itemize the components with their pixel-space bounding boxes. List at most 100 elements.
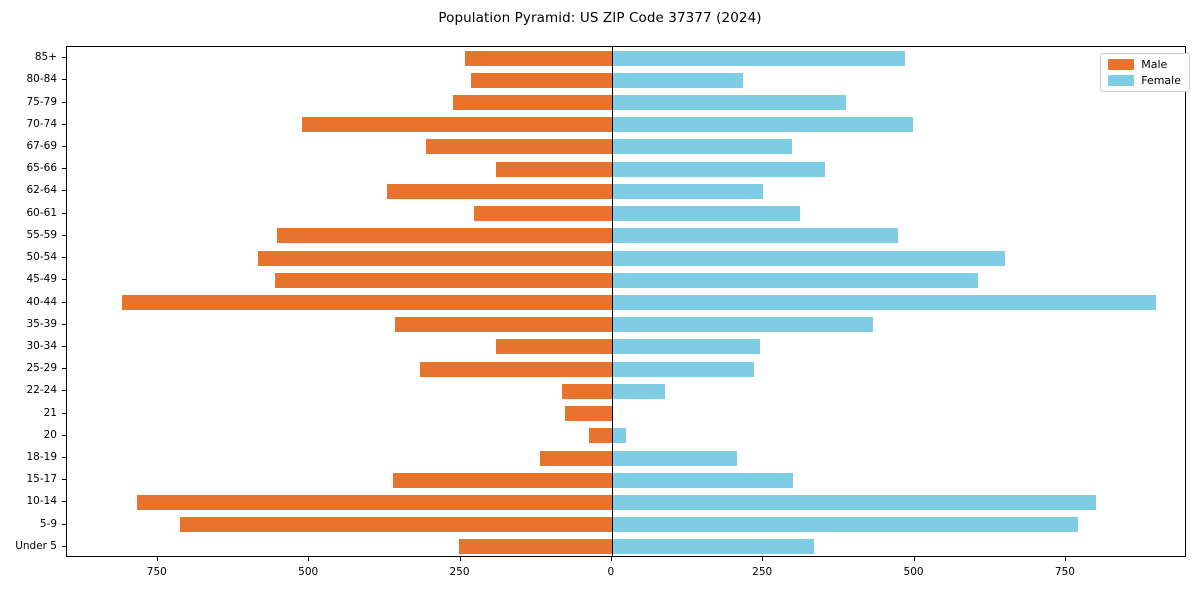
bar-female-30-34 [611, 339, 760, 355]
y-tick-label: 60-61 [26, 206, 57, 219]
y-tick-mark [62, 301, 66, 303]
bar-female-75-79 [611, 95, 846, 111]
y-tick-label: 65-66 [26, 161, 57, 174]
y-tick-label: 40-44 [26, 295, 57, 308]
x-tick-mark [913, 557, 915, 561]
y-tick-mark [62, 234, 66, 236]
y-tick-mark [62, 123, 66, 125]
bar-male-30-34 [495, 339, 612, 355]
y-axis: 85+ 80-84 75-79 70-74 67-69 65-66 62-64 60-61 55… [0, 46, 66, 557]
x-axis: 750 500 250 0 250 500 750 [0, 557, 1200, 597]
y-tick-label: 55-59 [26, 228, 57, 241]
bar-female-70-74 [611, 117, 913, 133]
bar-female-18-19 [611, 450, 737, 466]
bar-female-5-9 [611, 517, 1079, 533]
x-tick-label: 750 [1054, 566, 1075, 578]
y-tick-mark [62, 368, 66, 370]
y-tick-label: 50-54 [26, 250, 57, 263]
bar-female-40-44 [611, 295, 1156, 310]
bar-female-65-66 [611, 161, 825, 177]
bar-female-10-14 [611, 494, 1097, 510]
y-tick-mark [62, 168, 66, 170]
bar-female-67-69 [611, 139, 792, 155]
bar-female-45-49 [611, 272, 979, 288]
x-tick-label: 500 [298, 566, 319, 578]
y-tick-mark [62, 479, 66, 481]
bar-female-60-61 [611, 206, 800, 222]
bar-male-5-9 [180, 517, 612, 533]
bar-male-18-19 [540, 450, 612, 466]
x-tick-label: 750 [146, 566, 167, 578]
y-tick-label: 80-84 [26, 73, 57, 86]
bar-male-67-69 [426, 139, 612, 155]
y-tick-mark [62, 501, 66, 503]
bars-layer [67, 47, 1185, 556]
y-tick-mark [62, 323, 66, 325]
y-tick-label: 22-24 [26, 384, 57, 397]
y-tick-label: 62-64 [26, 184, 57, 197]
legend-swatch-male [1108, 59, 1135, 70]
y-tick-label: 45-49 [26, 273, 57, 286]
y-tick-mark [62, 345, 66, 347]
x-tick-label: 250 [752, 566, 773, 578]
bar-male-45-49 [274, 272, 612, 288]
bar-male-21 [564, 406, 612, 422]
bar-male-under-5 [459, 539, 612, 555]
x-tick-label: 250 [449, 566, 470, 578]
y-tick-mark [62, 434, 66, 436]
y-tick-label: 85+ [34, 50, 57, 63]
y-tick-label: 5-9 [39, 517, 57, 530]
bar-male-25-29 [419, 361, 612, 377]
legend-label-male: Male [1141, 58, 1168, 71]
x-tick-mark [459, 557, 461, 561]
y-tick-label: 18-19 [26, 450, 57, 463]
bar-female-under-5 [611, 539, 815, 555]
y-tick-mark [62, 412, 66, 414]
bar-female-85- [611, 50, 906, 66]
y-tick-mark [62, 545, 66, 547]
x-tick-label: 500 [903, 566, 924, 578]
y-tick-label: 25-29 [26, 361, 57, 374]
chart-title: Population Pyramid: US ZIP Code 37377 (2… [438, 10, 762, 26]
y-tick-mark [62, 79, 66, 81]
bar-female-55-59 [611, 228, 899, 244]
bar-female-50-54 [611, 250, 1006, 266]
x-tick-mark [308, 557, 310, 561]
bar-male-75-79 [453, 95, 612, 111]
y-tick-mark [62, 190, 66, 192]
bar-male-80-84 [471, 72, 612, 88]
y-tick-label: 70-74 [26, 117, 57, 130]
y-tick-label: 35-39 [26, 317, 57, 330]
legend-swatch-female [1108, 75, 1135, 86]
y-tick-label: 15-17 [26, 472, 57, 485]
y-tick-label: 30-34 [26, 339, 57, 352]
y-tick-mark [62, 390, 66, 392]
bar-male-60-61 [474, 206, 612, 222]
bar-female-80-84 [611, 72, 743, 88]
x-tick-mark [610, 557, 612, 561]
y-tick-label: 21 [43, 406, 57, 419]
y-tick-mark [62, 212, 66, 214]
bar-female-62-64 [611, 183, 764, 199]
legend-label-female: Female [1141, 74, 1181, 87]
legend-item-male: Male [1108, 59, 1181, 70]
x-tick-mark [762, 557, 764, 561]
bar-female-22-24 [611, 383, 666, 399]
bar-male-20 [588, 428, 612, 444]
y-tick-label: 67-69 [26, 139, 57, 152]
bar-male-15-17 [392, 472, 612, 488]
x-tick-mark [1064, 557, 1066, 561]
y-tick-label: 20 [43, 428, 57, 441]
x-tick-label: 0 [607, 566, 615, 578]
y-tick-mark [62, 257, 66, 259]
bar-female-20 [611, 428, 627, 444]
y-tick-label: 10-14 [26, 495, 57, 508]
x-tick-mark [156, 557, 158, 561]
bar-female-25-29 [611, 361, 755, 377]
bar-male-40-44 [122, 295, 612, 310]
bar-male-70-74 [301, 117, 612, 133]
y-tick-mark [62, 145, 66, 147]
bar-male-55-59 [277, 228, 612, 244]
zero-axis-line [611, 47, 613, 556]
